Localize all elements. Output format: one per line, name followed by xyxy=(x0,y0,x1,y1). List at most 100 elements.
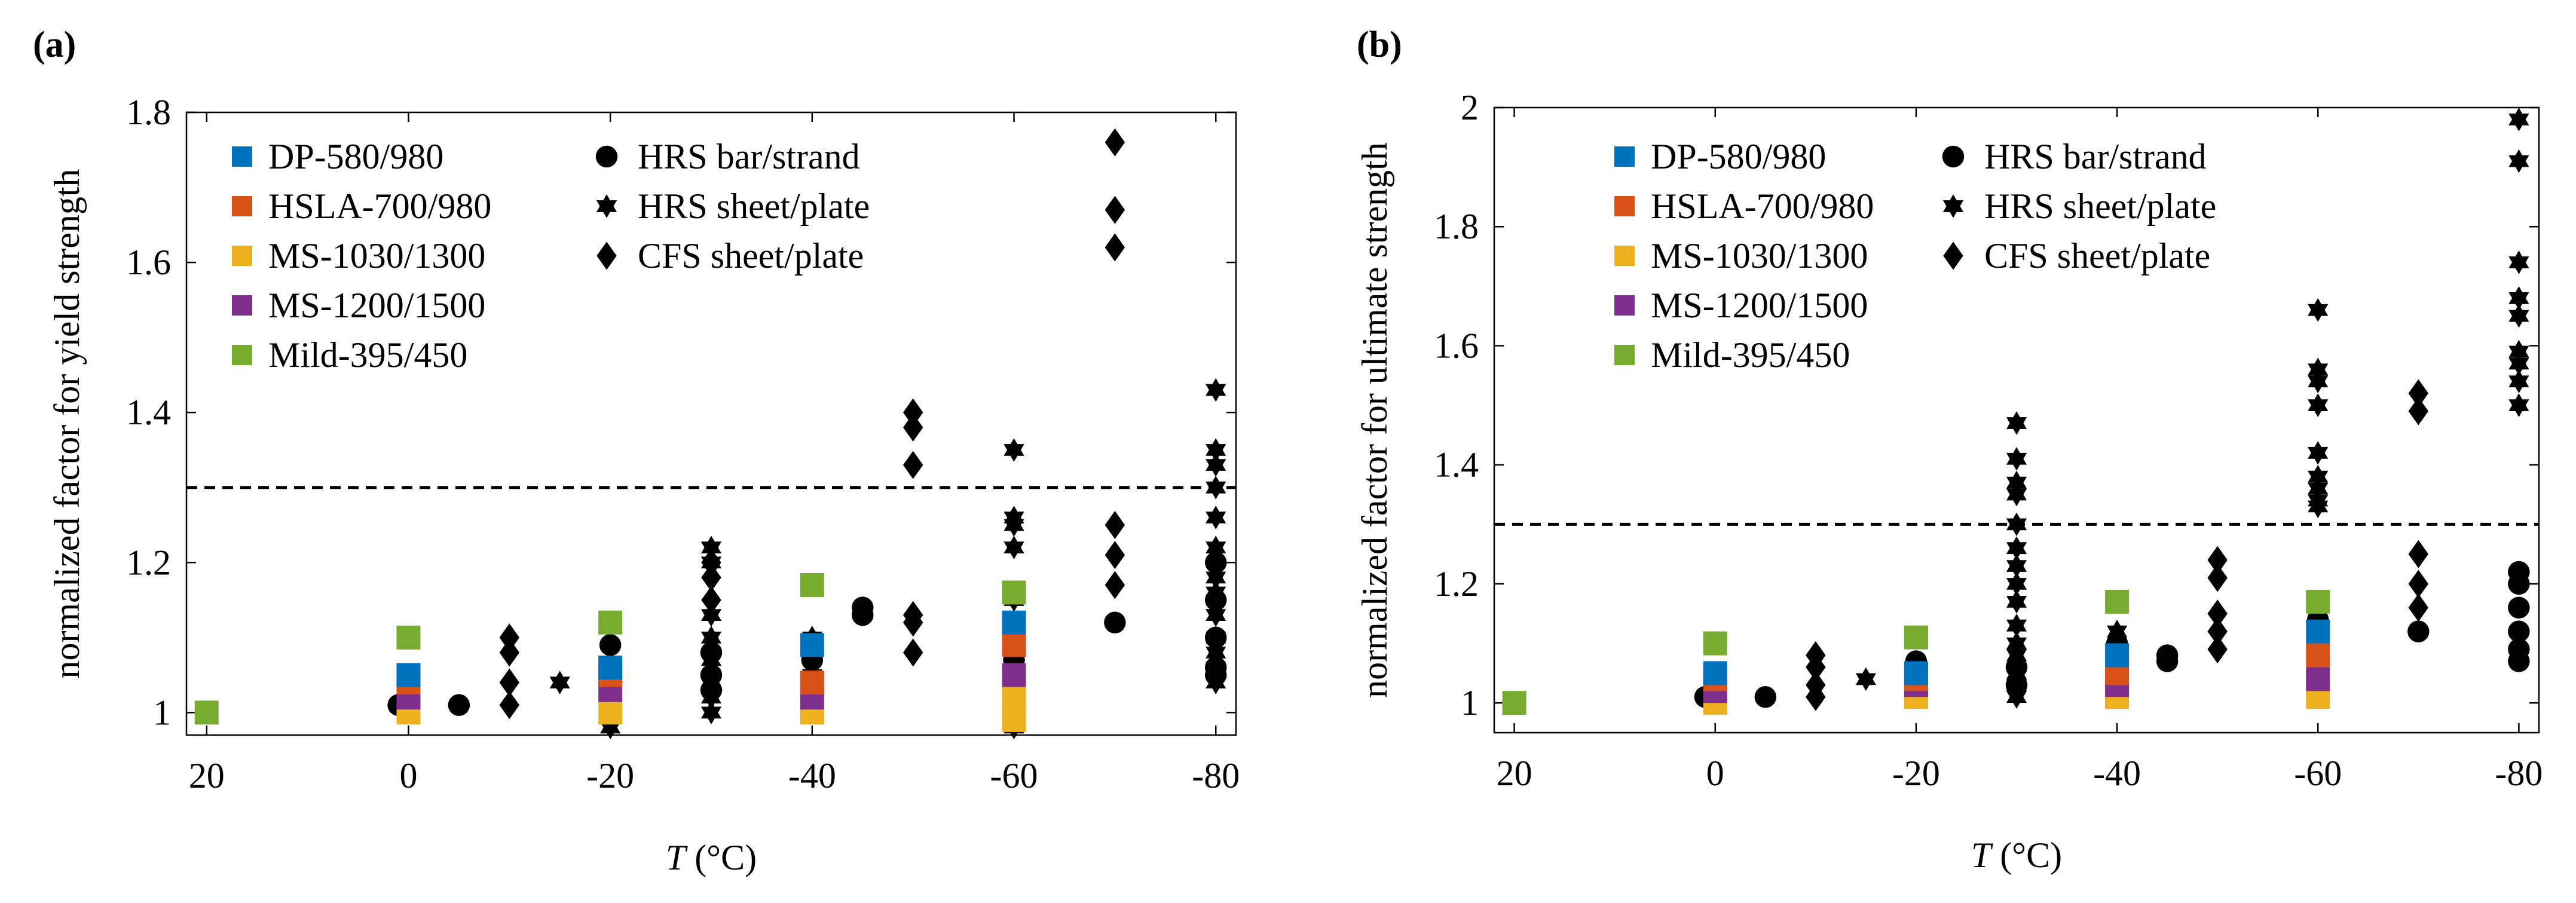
point-mild-395-450-b xyxy=(2105,589,2130,614)
point-hrs-sheet-plate-a xyxy=(1004,535,1024,559)
point-hrs-bar-strand-b xyxy=(2156,650,2179,672)
legend-marker-b xyxy=(1614,196,1635,216)
point-cfs-sheet-plate-a xyxy=(1105,233,1125,262)
legend-label-a: DP-580/980 xyxy=(268,137,443,176)
point-cfs-sheet-plate-b xyxy=(2408,379,2429,408)
y-tick-label-b: 2 xyxy=(1461,88,1479,127)
legend-marker-a xyxy=(232,196,252,216)
point-hrs-bar-strand-b xyxy=(2508,650,2530,672)
y-axis-title-b: normalized factor for ultimate strength xyxy=(1355,142,1394,698)
point-hrs-sheet-plate-b xyxy=(2308,393,2329,417)
point-hrs-bar-strand-a xyxy=(1104,611,1126,633)
y-tick-label-a: 1.6 xyxy=(126,243,171,282)
point-ms-1200-1500-b xyxy=(2306,667,2330,691)
x-axis-title-b: T (°C) xyxy=(1971,835,2062,875)
point-ms-1030-1300-a xyxy=(1002,685,1026,710)
legend-marker-b xyxy=(1614,295,1635,316)
x-tick-label-b: -40 xyxy=(2093,754,2141,793)
legend-marker-b xyxy=(1614,345,1635,365)
point-cfs-sheet-plate-a xyxy=(902,413,923,442)
legend-marker-b xyxy=(1942,145,1965,168)
x-tick-label-a: 20 xyxy=(189,756,225,795)
point-hrs-sheet-plate-b xyxy=(2006,590,2027,614)
point-cfs-sheet-plate-b xyxy=(2207,546,2228,574)
x-tick-label-a: 0 xyxy=(399,756,417,795)
point-hrs-sheet-plate-b xyxy=(2508,149,2529,173)
panel-b: (b) 20 0 -20 -40 -60 -80 1 1.2 1.4 1.6 1.8 2 T (°C) no… xyxy=(1355,25,2543,875)
point-hrs-sheet-plate-b xyxy=(2508,369,2529,393)
point-hrs-sheet-plate-b xyxy=(2308,369,2329,393)
panel-label-b: (b) xyxy=(1357,25,1402,65)
point-hrs-bar-strand-a xyxy=(599,634,622,656)
point-hrs-sheet-plate-a xyxy=(700,626,722,650)
legend-label-b: CFS sheet/plate xyxy=(1984,236,2210,276)
point-hrs-sheet-plate-b xyxy=(2006,554,2027,578)
point-hrs-bar-strand-b xyxy=(2407,620,2430,642)
point-hrs-sheet-plate-a xyxy=(1206,378,1226,402)
point-mild-395-450-b xyxy=(2306,589,2330,614)
point-hrs-sheet-plate-a xyxy=(1206,641,1226,665)
legend-label-a: Mild-395/450 xyxy=(268,335,467,375)
point-dp-580-980-a xyxy=(598,656,623,680)
y-tick-label-a: 1.2 xyxy=(126,543,171,582)
point-hsla-700-980-a xyxy=(800,671,824,695)
panel-label-a: (a) xyxy=(33,25,76,65)
point-hrs-sheet-plate-b xyxy=(1855,667,1876,691)
legend-marker-b xyxy=(1614,146,1635,167)
legend-label-a: HRS sheet/plate xyxy=(638,186,870,226)
point-hrs-sheet-plate-b xyxy=(2006,572,2027,596)
y-tick-label-b: 1.8 xyxy=(1434,207,1479,246)
point-mild-395-450-b xyxy=(1904,625,1928,650)
point-cfs-sheet-plate-a xyxy=(701,563,721,592)
point-cfs-sheet-plate-a xyxy=(1105,510,1125,540)
legend-marker-a xyxy=(232,146,252,167)
point-cfs-sheet-plate-a xyxy=(1105,541,1125,570)
point-hrs-bar-strand-b xyxy=(1754,685,1777,708)
legend-marker-b xyxy=(1614,246,1635,266)
point-hsla-700-980-a xyxy=(1002,633,1026,657)
point-cfs-sheet-plate-a xyxy=(902,398,923,427)
legend-label-b: HRS bar/strand xyxy=(1984,137,2207,176)
point-hrs-sheet-plate-a xyxy=(1004,438,1024,462)
point-cfs-sheet-plate-a xyxy=(1105,128,1125,157)
point-hrs-sheet-plate-b xyxy=(2308,441,2329,465)
x-tick-label-a: -20 xyxy=(586,756,634,795)
point-cfs-sheet-plate-a xyxy=(1105,195,1125,224)
point-hrs-bar-strand-a xyxy=(448,694,470,717)
point-hrs-bar-strand-b xyxy=(2508,596,2530,619)
point-hrs-sheet-plate-b xyxy=(2006,447,2027,471)
point-cfs-sheet-plate-b xyxy=(2408,397,2429,426)
point-hrs-sheet-plate-a xyxy=(1206,438,1226,462)
x-tick-label-a: -80 xyxy=(1192,756,1240,795)
point-dp-580-980-b xyxy=(2306,619,2330,644)
point-hrs-sheet-plate-a xyxy=(700,648,722,672)
point-dp-580-980-a xyxy=(1002,610,1026,635)
panel-a: (a) 20 0 -20 -40 -60 -80 1 1.2 1.4 1.6 1.8 T (°C) nor… xyxy=(33,25,1240,877)
point-hrs-sheet-plate-b xyxy=(2308,494,2329,519)
legend-marker-b xyxy=(1943,241,1963,270)
point-cfs-sheet-plate-a xyxy=(902,451,923,479)
point-hrs-sheet-plate-b xyxy=(2508,351,2529,376)
point-ms-1030-1300-a xyxy=(598,700,623,725)
point-hrs-sheet-plate-b xyxy=(2508,250,2529,274)
point-cfs-sheet-plate-b xyxy=(1806,682,1826,711)
y-axis-title-a: normalized factor for yield strength xyxy=(47,169,87,678)
point-mild-395-450-a xyxy=(598,610,623,635)
point-hrs-bar-strand-a xyxy=(1204,552,1227,574)
point-hrs-sheet-plate-a xyxy=(1206,671,1226,694)
legend-marker-a xyxy=(596,194,617,218)
point-hrs-sheet-plate-b xyxy=(2308,298,2329,322)
legend-label-a: HRS bar/strand xyxy=(638,137,860,176)
point-cfs-sheet-plate-a xyxy=(902,638,923,667)
point-cfs-sheet-plate-a xyxy=(499,638,520,667)
legend-marker-a xyxy=(232,345,252,365)
x-axis-title-a: T (°C) xyxy=(666,838,757,877)
point-cfs-sheet-plate-b xyxy=(2408,540,2429,568)
point-hrs-sheet-plate-a xyxy=(1004,513,1024,537)
point-hrs-sheet-plate-b xyxy=(2508,393,2529,417)
point-hrs-sheet-plate-a xyxy=(1206,453,1226,477)
legend-label-a: MS-1030/1300 xyxy=(268,236,485,276)
axes-box-a xyxy=(185,111,1237,736)
y-tick-label-a: 1.8 xyxy=(126,93,171,132)
